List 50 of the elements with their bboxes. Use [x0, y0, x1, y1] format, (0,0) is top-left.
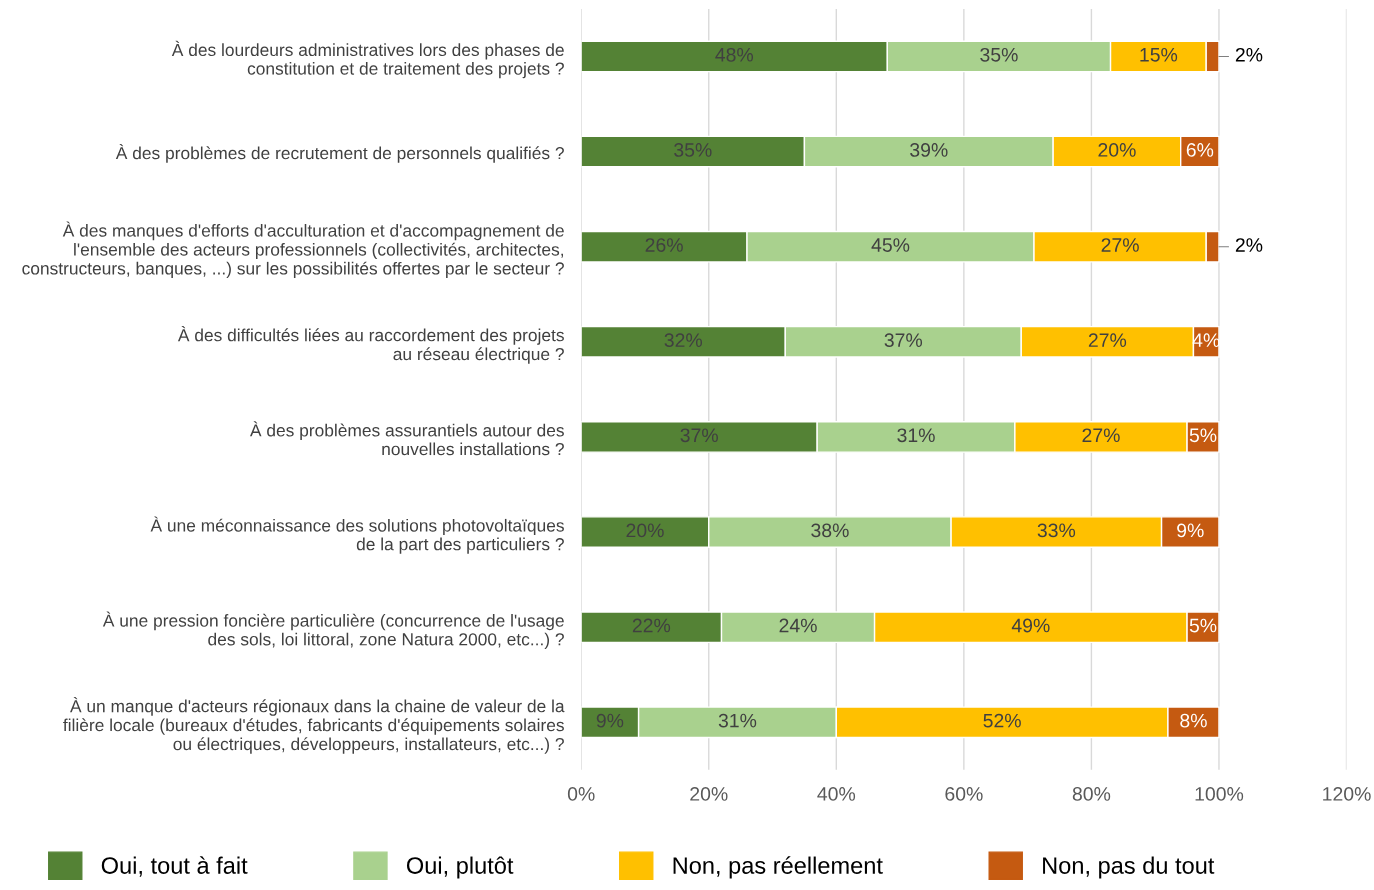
x-tick-label: 40% [817, 787, 856, 801]
data-label: 5% [1189, 428, 1217, 443]
y-tick-label: À des manques d'efforts d'acculturation et d'accompagnement de l'ensemble des acteurs professionnels (collectivités, architectes, constructeurs, banques, ...) sur les possibilités offertes par le secteur ? [22, 221, 564, 279]
data-label: 38% [811, 523, 849, 538]
data-label: 15% [1140, 47, 1178, 62]
y-tick-label: À une pression foncière particulière (concurrence de l'usage des sols, loi littoral, zone Natura 2000, etc...) ? [102, 611, 564, 649]
data-label: 5% [1189, 618, 1217, 633]
data-label: 22% [632, 618, 671, 633]
data-label: 37% [884, 333, 923, 348]
y-tick-label: À un manque d'acteurs régionaux dans la chaine de valeur de la filière locale (bureaux d'études, fabricants d'équipements solaires ou électriques, développeurs, installateurs, etc...) ? [63, 697, 565, 754]
data-label: 2% [1235, 238, 1263, 252]
x-tick-label: 20% [690, 787, 728, 801]
data-label: 37% [680, 428, 718, 443]
x-tick-label: 120% [1323, 787, 1371, 801]
x-tick-label: 60% [945, 787, 983, 801]
data-label: 48% [715, 47, 754, 62]
y-tick-label: À des lourdeurs administratives lors des phases de constitution et de traitement des projets ? [171, 40, 564, 79]
data-label: 31% [718, 713, 757, 728]
x-tick-label: 0% [567, 787, 595, 801]
legend-label: Oui, plutôt [406, 856, 514, 879]
legend-label: Non, pas du tout [1043, 856, 1215, 879]
data-label: 26% [645, 238, 683, 252]
data-label: 27% [1101, 238, 1139, 252]
data-label: 52% [983, 713, 1021, 728]
y-tick-label: À une méconnaissance des solutions photovoltaïques de la part des particuliers ? [150, 516, 564, 554]
data-label: 2% [1235, 47, 1263, 62]
x-tick-label: 100% [1195, 787, 1244, 801]
data-label: 6% [1186, 143, 1214, 157]
y-tick-label: À des difficultés liées au raccordement des projets au réseau électrique ? [177, 326, 564, 364]
data-label: 9% [1177, 523, 1204, 538]
data-label: 24% [779, 618, 817, 633]
x-tick-label: 80% [1072, 787, 1111, 801]
data-label: 31% [897, 428, 935, 443]
data-label: 8% [1180, 713, 1207, 728]
data-label: 9% [596, 713, 624, 728]
data-label: 27% [1088, 333, 1127, 347]
data-label: 33% [1037, 523, 1076, 538]
data-label: 20% [626, 523, 664, 538]
data-label: 35% [674, 143, 712, 157]
legend-label: Non, pas réellement [673, 856, 883, 879]
data-label: 39% [910, 143, 948, 157]
y-tick-label: À des problèmes assurantiels autour des nouvelles installations ? [249, 421, 564, 456]
y-tick-label: À des problèmes de recrutement de personnels qualifiés ? [115, 144, 564, 163]
legend-label: Oui, tout à fait [101, 856, 248, 877]
data-label: 20% [1098, 143, 1136, 157]
data-label: 27% [1082, 428, 1120, 443]
data-label: 49% [1011, 618, 1050, 633]
data-label: 35% [980, 47, 1018, 62]
data-label: 45% [871, 238, 910, 252]
data-label: 32% [664, 333, 703, 348]
